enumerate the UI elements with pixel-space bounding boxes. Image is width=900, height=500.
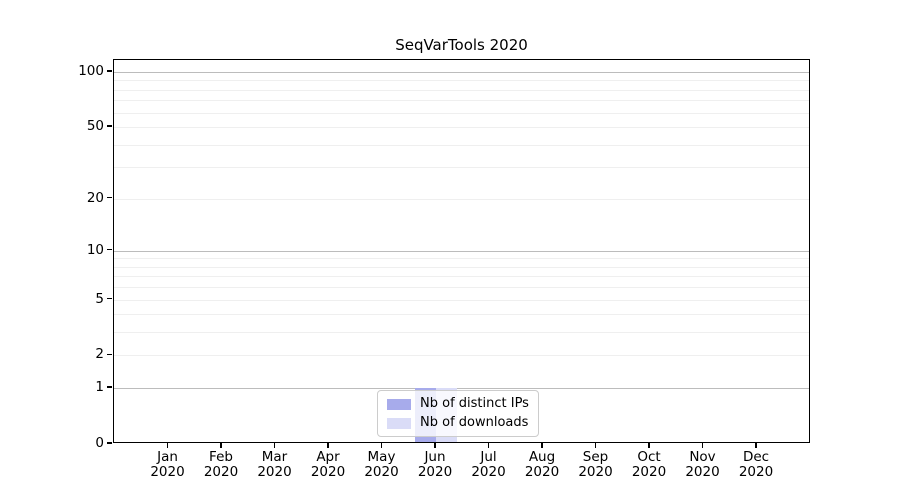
year-label: 2020 [150,464,185,480]
legend-swatch-downloads [387,417,411,429]
y-axis-tick-label: 10 [86,241,104,258]
minor-gridline [114,355,809,357]
x-axis-tick-label-sep: Sep 2020 [564,450,628,480]
minor-gridline [114,299,809,301]
y-axis-tick-label: 20 [86,189,104,206]
month-label: Oct [637,449,661,465]
x-axis-tick-label-jul: Jul 2020 [457,450,521,480]
y-axis-tick-label: 1 [95,379,104,396]
x-axis-tick-label-jan: Jan 2020 [136,450,200,480]
y-axis-tick-label: 2 [95,346,104,363]
minor-gridline [114,314,809,316]
legend: Nb of distinct IPs Nb of downloads [377,390,539,437]
minor-gridline [114,332,809,334]
x-axis-tick [434,443,436,448]
x-axis-tick [273,443,276,448]
x-axis-tick [755,443,757,448]
y-axis-tick-label: 5 [95,290,104,307]
year-label: 2020 [738,464,774,480]
y-axis-tick [107,249,112,251]
y-axis-tick [107,442,112,444]
major-gridline [114,250,809,252]
minor-gridline [114,144,809,146]
month-label: Feb [209,449,233,465]
x-axis-tick-label-may: May 2020 [350,450,414,480]
year-label: 2020 [471,464,506,480]
month-label: Dec [742,449,770,465]
year-label: 2020 [631,464,667,480]
month-label: Apr [316,449,340,465]
minor-gridline [114,112,809,114]
x-axis-tick [648,443,650,448]
x-axis-tick-label-apr: Apr 2020 [296,450,360,480]
y-axis-tick [107,353,112,356]
x-axis-tick [541,443,543,448]
minor-gridline [114,127,809,129]
major-gridline [114,72,809,73]
month-label: Mar [261,449,288,465]
year-label: 2020 [257,464,292,480]
x-axis-tick-label-oct: Oct 2020 [617,450,681,480]
minor-gridline [114,89,809,91]
month-label: Sep [582,449,609,465]
x-axis-tick [327,443,329,448]
year-label: 2020 [310,464,346,480]
y-axis-tick [107,125,112,127]
y-axis-tick [107,70,112,72]
month-label: Jun [424,449,446,465]
y-axis-tick [107,297,112,300]
minor-gridline [114,167,809,169]
minor-gridline [114,100,809,102]
x-axis-tick [380,443,383,448]
minor-gridline [114,198,809,200]
year-label: 2020 [524,464,560,480]
plot-area [113,59,810,443]
minor-gridline [114,258,809,260]
month-label: Jul [480,449,497,465]
x-axis-tick-label-dec: Dec 2020 [724,450,788,480]
x-axis-tick [701,443,704,448]
minor-gridline [114,266,809,268]
y-axis-tick-label: 50 [86,118,104,135]
major-gridline [114,388,809,390]
x-axis-tick [220,443,222,448]
year-label: 2020 [685,464,720,480]
legend-swatch-distinct-ips [387,398,411,410]
month-label: Jan [157,449,178,465]
x-axis-tick [166,443,169,448]
x-axis-tick-label-aug: Aug 2020 [510,450,574,480]
x-axis-tick-label-jun: Jun 2020 [403,450,467,480]
month-label: Nov [689,449,716,465]
y-axis-tick [107,386,112,388]
minor-gridline [114,287,809,289]
month-label: May [367,449,396,465]
legend-label-distinct-ips: Nb of distinct IPs [420,396,529,411]
legend-item-downloads: Nb of downloads [387,415,529,431]
minor-gridline [114,276,809,278]
year-label: 2020 [578,464,613,480]
y-axis-tick [107,196,112,199]
year-label: 2020 [364,464,399,480]
year-label: 2020 [417,464,453,480]
y-axis-tick-label: 100 [78,63,104,79]
legend-label-downloads: Nb of downloads [420,415,529,430]
x-axis-tick [594,443,597,448]
x-axis-tick [487,443,490,448]
x-axis-tick-label-nov: Nov 2020 [671,450,735,480]
month-label: Aug [528,449,556,465]
x-axis-tick-label-mar: Mar 2020 [243,450,307,480]
x-axis-tick-label-feb: Feb 2020 [189,450,253,480]
year-label: 2020 [203,464,239,480]
minor-gridline [114,80,809,82]
chart-title: SeqVarTools 2020 [395,36,528,54]
y-axis-tick-label: 0 [95,435,104,451]
legend-item-distinct-ips: Nb of distinct IPs [387,396,529,412]
